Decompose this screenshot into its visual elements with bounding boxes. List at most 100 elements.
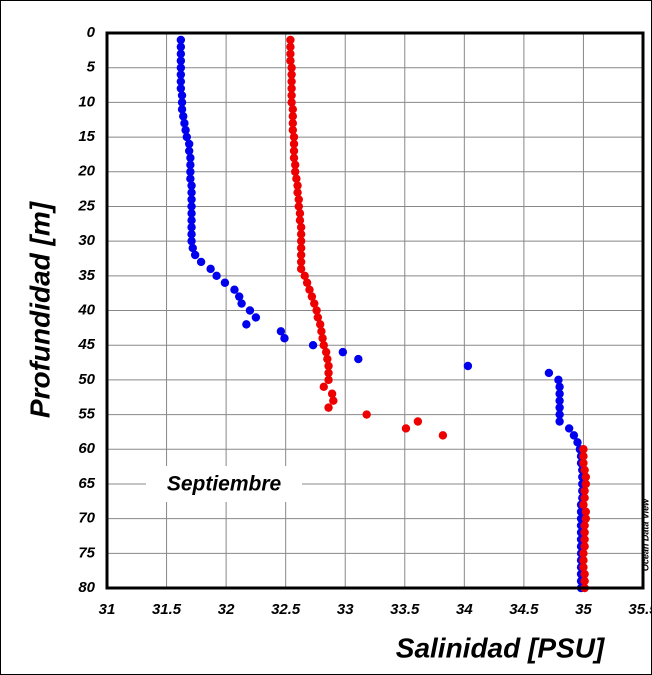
point [324, 403, 333, 412]
point [310, 299, 319, 308]
point [251, 313, 261, 322]
x-tick-label: 32.5 [271, 601, 301, 618]
point [319, 340, 328, 350]
point [569, 431, 579, 440]
point [580, 569, 589, 579]
point [288, 118, 298, 128]
point [581, 472, 591, 482]
y-tick-label: 35 [78, 267, 95, 284]
point [581, 479, 591, 489]
point [579, 500, 588, 509]
y-tick-label: 60 [78, 440, 95, 457]
point [296, 257, 306, 267]
point [187, 188, 196, 197]
point [580, 535, 589, 544]
point [295, 209, 305, 218]
point [290, 167, 300, 176]
point [579, 549, 588, 558]
point [300, 271, 309, 281]
point [287, 77, 296, 86]
point [292, 174, 301, 183]
point [293, 188, 302, 197]
point [176, 63, 186, 72]
point [186, 174, 195, 183]
point [555, 403, 564, 412]
point [324, 361, 333, 371]
point [286, 35, 295, 45]
point [176, 56, 186, 65]
point [580, 528, 589, 537]
y-tick-label: 45 [77, 336, 95, 353]
point [544, 368, 554, 378]
point [187, 195, 196, 204]
y-tick-label: 50 [78, 371, 95, 388]
point [288, 105, 298, 114]
point [302, 278, 312, 287]
x-tick-label: 31.5 [152, 601, 182, 618]
point [329, 396, 338, 405]
point [579, 445, 588, 454]
point [187, 181, 196, 190]
x-axis-label: Salinidad [PSU] [396, 632, 606, 663]
point [296, 229, 306, 239]
point [196, 257, 206, 267]
point [176, 77, 186, 86]
point [573, 438, 582, 447]
point [413, 417, 423, 426]
y-tick-label: 15 [78, 128, 95, 145]
y-tick-label: 65 [78, 475, 95, 492]
point [317, 327, 326, 336]
point [176, 84, 186, 93]
point [579, 451, 588, 461]
point [220, 278, 230, 287]
point [177, 91, 187, 100]
point [287, 98, 296, 107]
point [177, 98, 187, 107]
y-tick-label: 25 [77, 197, 95, 214]
x-tick-label: 35.5 [628, 601, 652, 618]
x-tick-label: 33.5 [390, 601, 420, 618]
point [187, 223, 196, 232]
point [287, 84, 296, 93]
point [327, 389, 337, 398]
point [287, 63, 296, 72]
point [188, 243, 197, 253]
y-tick-label: 80 [78, 579, 95, 596]
point [177, 105, 187, 114]
x-tick-label: 33 [337, 601, 354, 618]
point [212, 271, 221, 281]
y-tick-label: 40 [77, 301, 95, 318]
x-tick-label: 32 [218, 601, 235, 618]
point [318, 334, 327, 343]
point [287, 91, 296, 100]
point [580, 493, 589, 503]
point [321, 347, 331, 357]
credit: Ocean Data View [640, 498, 650, 571]
point [288, 125, 298, 135]
point [579, 458, 588, 468]
y-tick-label: 0 [87, 24, 96, 41]
y-tick-label: 5 [87, 59, 96, 76]
marks [176, 35, 591, 593]
point [230, 285, 239, 294]
point [184, 139, 194, 149]
point [323, 354, 332, 364]
point [181, 125, 190, 135]
point [313, 313, 323, 322]
point [580, 465, 589, 475]
point [190, 250, 200, 260]
y-tick-label: 55 [78, 406, 95, 423]
point [280, 334, 289, 343]
point [579, 556, 588, 565]
y-axis-label: Profundidad [m] [24, 200, 55, 418]
point [296, 250, 306, 260]
point [438, 431, 448, 440]
point [295, 216, 305, 225]
point [296, 243, 306, 253]
point [186, 167, 195, 176]
x-tick-label: 31 [99, 601, 116, 618]
point [354, 354, 363, 364]
point [296, 223, 306, 232]
annotation-box [146, 466, 302, 502]
